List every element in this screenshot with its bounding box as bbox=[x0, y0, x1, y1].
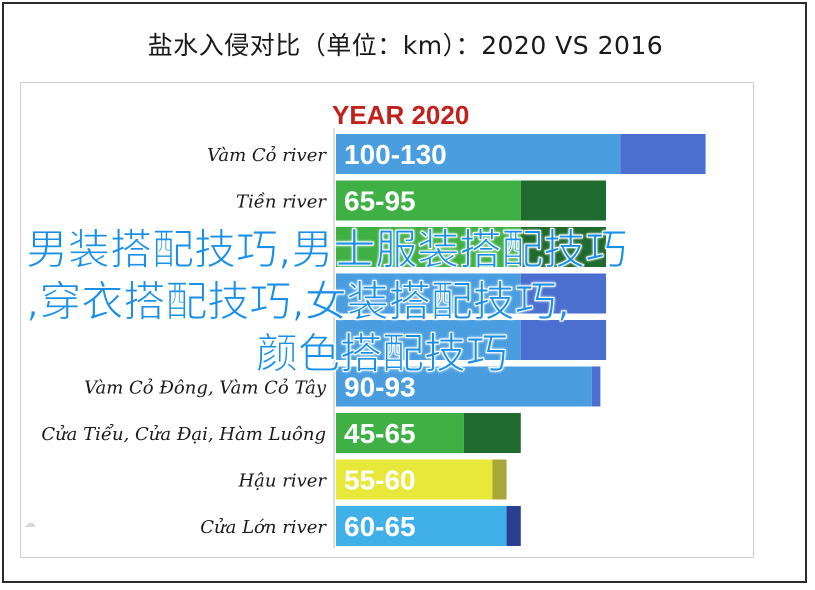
bar-low-1 bbox=[336, 180, 521, 221]
bar-high-0 bbox=[620, 134, 706, 174]
bar-low-7 bbox=[336, 459, 493, 500]
bar-high-8 bbox=[506, 506, 521, 546]
category-label-1: Tiền river bbox=[236, 192, 327, 213]
bar-high-5 bbox=[591, 366, 601, 407]
bar-low-0 bbox=[336, 134, 621, 174]
category-label-7: Hậu river bbox=[237, 471, 327, 492]
bar-high-3 bbox=[520, 273, 607, 314]
bar-high-2 bbox=[520, 227, 607, 267]
data-label-0: 100-130 bbox=[344, 139, 447, 170]
bar-low-3 bbox=[336, 273, 521, 314]
bar-low-2 bbox=[336, 227, 521, 267]
bar-low-8 bbox=[336, 506, 507, 546]
data-label-5: 90-93 bbox=[344, 372, 416, 403]
category-label-8: Cửa Lớn river bbox=[200, 517, 327, 538]
chart-subtitle: YEAR 2020 bbox=[332, 100, 470, 130]
category-label-5: Vàm Cỏ Đông, Vàm Cỏ Tây bbox=[84, 378, 327, 399]
cloud-icon: ☁ bbox=[24, 516, 36, 530]
data-label-1: 65-95 bbox=[344, 186, 416, 217]
category-label-6: Cửa Tiểu, Cửa Đại, Hàm Luông bbox=[41, 423, 326, 445]
data-label-7: 55-60 bbox=[344, 465, 416, 496]
bar-high-6 bbox=[463, 413, 521, 453]
bar-high-4 bbox=[520, 320, 607, 360]
overlay-text-line-1: 男装搭配技巧,男士服装搭配技巧 bbox=[26, 225, 628, 275]
bar-high-1 bbox=[520, 180, 607, 221]
data-label-6: 45-65 bbox=[344, 418, 416, 449]
overlay-text-line-2: ,穿衣搭配技巧,女装搭配技巧, bbox=[26, 277, 571, 327]
chart-title: 盐水入侵对比（单位：km）：2020 VS 2016 bbox=[147, 31, 664, 60]
data-label-8: 60-65 bbox=[344, 511, 416, 542]
overlay-text-line-3: 颜色搭配技巧 bbox=[256, 329, 509, 379]
bar-high-7 bbox=[492, 459, 507, 500]
category-label-0: Vàm Cỏ river bbox=[207, 145, 327, 166]
bar-low-4 bbox=[336, 320, 521, 360]
bar-low-6 bbox=[336, 413, 464, 453]
bar-low-5 bbox=[336, 366, 592, 407]
